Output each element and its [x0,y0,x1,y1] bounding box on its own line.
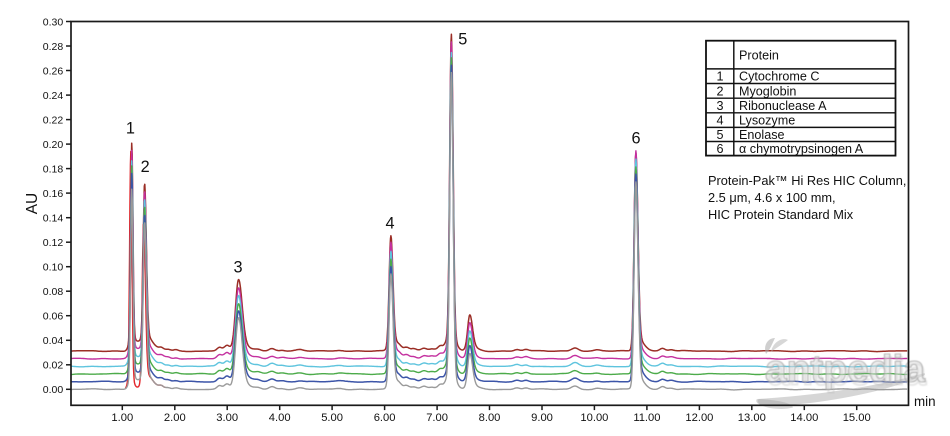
svg-text:0.26: 0.26 [43,65,64,77]
svg-text:0.28: 0.28 [43,41,64,53]
svg-text:3: 3 [716,99,723,113]
svg-text:antpedia: antpedia [765,349,926,391]
svg-text:13.00: 13.00 [738,412,766,424]
svg-text:2.5 μm, 4.6 x 100 mm,: 2.5 μm, 4.6 x 100 mm, [708,190,836,205]
svg-text:0.00: 0.00 [43,384,64,396]
svg-text:15.00: 15.00 [843,412,871,424]
svg-text:1: 1 [126,120,135,138]
svg-text:9.00: 9.00 [531,412,553,424]
svg-text:0.22: 0.22 [43,115,64,127]
svg-text:0.10: 0.10 [43,262,64,274]
svg-text:0.02: 0.02 [43,360,64,372]
svg-text:Lysozyme: Lysozyme [739,114,795,128]
svg-text:antpedia: antpedia [768,352,927,394]
svg-text:0.04: 0.04 [43,335,64,347]
svg-text:Cytochrome C: Cytochrome C [739,70,819,84]
svg-text:0.18: 0.18 [43,164,64,176]
svg-text:4: 4 [385,215,394,233]
svg-text:α chymotrypsinogen A: α chymotrypsinogen A [739,142,864,156]
svg-text:4: 4 [716,114,723,128]
svg-text:min: min [914,394,936,409]
svg-text:0.12: 0.12 [43,237,64,249]
svg-text:1: 1 [716,70,723,84]
svg-text:Enolase: Enolase [739,128,785,142]
svg-text:11.00: 11.00 [633,412,660,424]
svg-text:6.00: 6.00 [374,412,396,424]
svg-text:0.06: 0.06 [43,311,64,323]
svg-text:2: 2 [716,84,723,98]
svg-text:2.00: 2.00 [164,412,186,424]
svg-text:12.00: 12.00 [685,412,713,424]
svg-text:5: 5 [716,128,723,142]
svg-text:5.00: 5.00 [321,412,343,424]
svg-text:4.00: 4.00 [269,412,291,424]
svg-text:AU: AU [24,193,41,215]
svg-text:0.14: 0.14 [43,213,64,225]
svg-text:6: 6 [631,130,640,148]
svg-text:Ribonuclease A: Ribonuclease A [739,99,827,113]
svg-text:Myoglobin: Myoglobin [739,84,796,98]
svg-text:5: 5 [458,31,467,49]
svg-text:2: 2 [141,158,150,176]
svg-text:Protein-Pak™ Hi Res HIC Column: Protein-Pak™ Hi Res HIC Column, [708,173,906,188]
svg-text:Protein: Protein [739,49,779,63]
svg-text:6: 6 [716,142,723,156]
svg-text:7.00: 7.00 [426,412,448,424]
svg-text:10.00: 10.00 [580,412,608,424]
svg-text:HIC Protein Standard Mix: HIC Protein Standard Mix [708,207,854,222]
svg-text:3: 3 [233,259,242,277]
svg-text:0.08: 0.08 [43,286,64,298]
svg-text:0.16: 0.16 [43,188,64,200]
svg-text:8.00: 8.00 [479,412,501,424]
svg-text:1.00: 1.00 [111,412,133,424]
svg-text:0.20: 0.20 [43,139,64,151]
svg-text:0.24: 0.24 [43,90,64,102]
svg-text:3.00: 3.00 [216,412,238,424]
svg-text:0.30: 0.30 [43,16,64,28]
svg-text:14.00: 14.00 [790,412,818,424]
